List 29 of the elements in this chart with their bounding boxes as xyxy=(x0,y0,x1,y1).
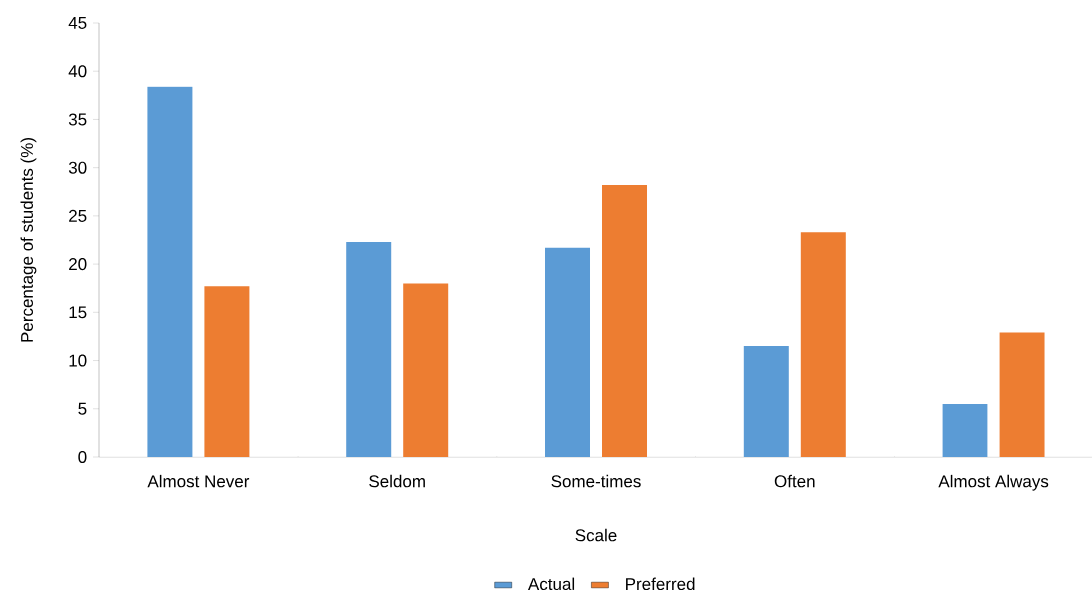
x-tick-label: Almost Always xyxy=(938,474,1049,491)
bar xyxy=(403,283,449,457)
bar xyxy=(800,232,846,457)
y-axis-title: Percentage of students (%) xyxy=(20,138,37,342)
bar xyxy=(346,241,392,457)
x-tick-label: Often xyxy=(774,474,815,488)
bar xyxy=(147,86,193,457)
y-tick-label: 30 xyxy=(68,161,87,174)
y-tick-label: 20 xyxy=(69,258,87,271)
bar xyxy=(942,403,988,457)
y-tick-label: 35 xyxy=(68,113,87,126)
legend-label: Actual xyxy=(527,577,575,591)
bar xyxy=(204,286,250,457)
legend-label: Preferred xyxy=(626,577,695,591)
y-tick-label: 45 xyxy=(68,17,87,29)
x-tick-label: Seldom xyxy=(369,474,425,488)
bar xyxy=(545,247,590,457)
bar xyxy=(999,332,1045,457)
bar xyxy=(602,185,647,457)
x-tick-label: Almost Never xyxy=(147,474,250,488)
y-tick-label: 15 xyxy=(69,306,87,319)
y-tick-label: 0 xyxy=(78,450,87,464)
x-axis-title: Scale xyxy=(575,528,617,542)
y-tick-label: 5 xyxy=(78,402,87,415)
y-tick-label: 40 xyxy=(68,65,87,78)
y-tick-label: 25 xyxy=(69,209,87,222)
bar xyxy=(743,346,789,457)
y-tick-label: 10 xyxy=(69,354,87,367)
x-tick-label: Some-times xyxy=(551,474,641,488)
